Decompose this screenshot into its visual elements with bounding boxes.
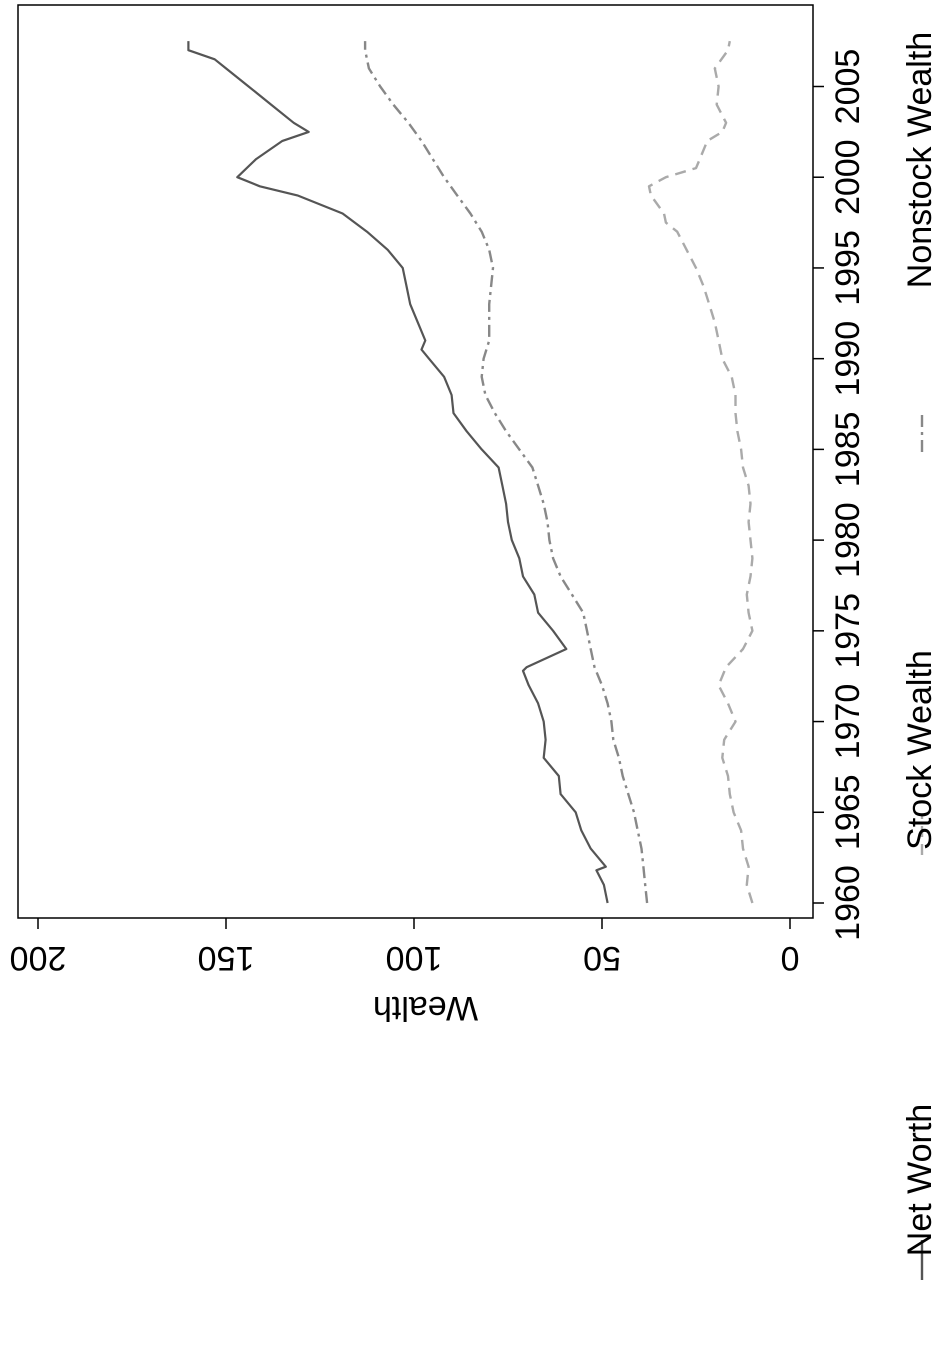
series-line-stock-wealth [647, 40, 754, 904]
series-line-net-worth [187, 41, 609, 904]
year-tick-label: 1995 [829, 230, 867, 306]
legend-label: Nonstock Wealth [901, 32, 939, 288]
year-tick-label: 1985 [829, 412, 867, 488]
legend: Net Worth Stock Wealth Nonstock Wealth [901, 32, 939, 1280]
plot-frame [17, 4, 814, 919]
wealth-tick-label: 100 [386, 939, 443, 977]
year-tick-label: 1965 [829, 774, 867, 850]
wealth-tick-label: 150 [198, 939, 255, 977]
legend-label: Stock Wealth [901, 650, 939, 850]
wealth-tick-label: 0 [781, 939, 800, 977]
year-tick-label: 1960 [829, 865, 867, 941]
year-tick-label: 1975 [829, 593, 867, 669]
wealth-tick-label: 50 [583, 939, 621, 977]
axes-layer: 0 50 100 150 200 Wealth 1960 1965 1970 1975 1980 19… [10, 4, 867, 1027]
year-tick-label: 1970 [829, 684, 867, 760]
year-tick-label: 2005 [829, 49, 867, 125]
wealth-tick-label: 200 [10, 939, 67, 977]
year-tick-label: 1980 [829, 502, 867, 578]
year-tick-label: 2000 [829, 139, 867, 215]
wealth-axis-title: Wealth [373, 989, 478, 1027]
series-line-nonstock-wealth [363, 41, 649, 904]
plot-layer [187, 40, 754, 904]
year-tick-label: 1990 [829, 321, 867, 397]
legend-label: Net Worth [901, 1104, 939, 1256]
